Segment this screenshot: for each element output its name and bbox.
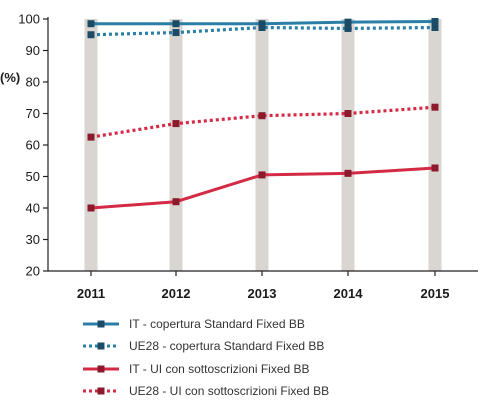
category-bands [84, 19, 442, 271]
category-band-2013 [255, 19, 269, 271]
legend-label: UE28 - UI con sottoscrizioni Fixed BB [129, 384, 329, 398]
x-tick-label: 2012 [162, 286, 191, 301]
category-band-2015 [428, 19, 442, 271]
y-tick-label: 70 [26, 106, 40, 121]
legend-label: IT - UI con sottoscrizioni Fixed BB [129, 362, 310, 376]
y-tick-label: 50 [26, 169, 40, 184]
series-1-point-2014 [344, 18, 352, 26]
series-3-point-2015 [431, 164, 439, 172]
legend-swatch-marker [97, 365, 105, 373]
legend-swatch-marker [97, 342, 105, 350]
series-3-point-2011 [87, 204, 95, 212]
y-tick-label: 80 [26, 75, 40, 90]
y-tick-label: 60 [26, 138, 40, 153]
series-2-point-2015 [431, 24, 439, 32]
series-3-point-2013 [258, 171, 266, 179]
series-4-point-2012 [172, 120, 180, 128]
y-tick-label: 20 [26, 264, 40, 279]
x-tick-label: 2014 [334, 286, 364, 301]
legend-swatch-marker [97, 387, 105, 395]
series-1-point-2011 [87, 20, 95, 28]
legend-swatch-marker [97, 320, 105, 328]
series-4-point-2014 [344, 110, 352, 117]
legend: IT - copertura Standard Fixed BB UE28 - c… [83, 317, 329, 398]
series-1-point-2015 [431, 18, 439, 26]
x-axis: 2011 2012 2013 2014 2015 [48, 270, 478, 301]
series-2-point-2012 [172, 29, 180, 37]
series-4-point-2013 [258, 112, 266, 120]
series-2-point-2014 [344, 24, 352, 32]
y-tick-label: 90 [26, 43, 40, 58]
y-tick-label: 30 [26, 232, 40, 247]
series-2-point-2013 [258, 24, 266, 32]
y-axis: 20 30 40 50 60 70 80 90 100 [18, 12, 49, 279]
series-1-point-2013 [258, 20, 266, 28]
x-tick-label: 2011 [77, 286, 105, 301]
series-1-point-2012 [172, 20, 180, 28]
x-tick-label: 2015 [421, 286, 450, 301]
legend-label: IT - copertura Standard Fixed BB [129, 317, 305, 331]
category-band-2014 [341, 19, 355, 271]
series-line-2 [90, 25, 436, 37]
series-2-point-2011 [87, 31, 95, 39]
legend-label: UE28 - copertura Standard Fixed BB [129, 339, 324, 353]
category-band-2012 [169, 19, 183, 271]
category-band-2011 [84, 19, 98, 271]
y-tick-label: 40 [26, 201, 40, 216]
y-tick-label: 100 [18, 12, 40, 27]
series-lines [87, 18, 439, 212]
series-4-point-2015 [431, 103, 439, 111]
series-3-point-2012 [172, 198, 180, 206]
series-4-point-2011 [87, 133, 95, 141]
x-tick-label: 2013 [248, 286, 277, 301]
y-axis-label: (%) [0, 70, 20, 85]
series-3-point-2014 [344, 169, 352, 177]
